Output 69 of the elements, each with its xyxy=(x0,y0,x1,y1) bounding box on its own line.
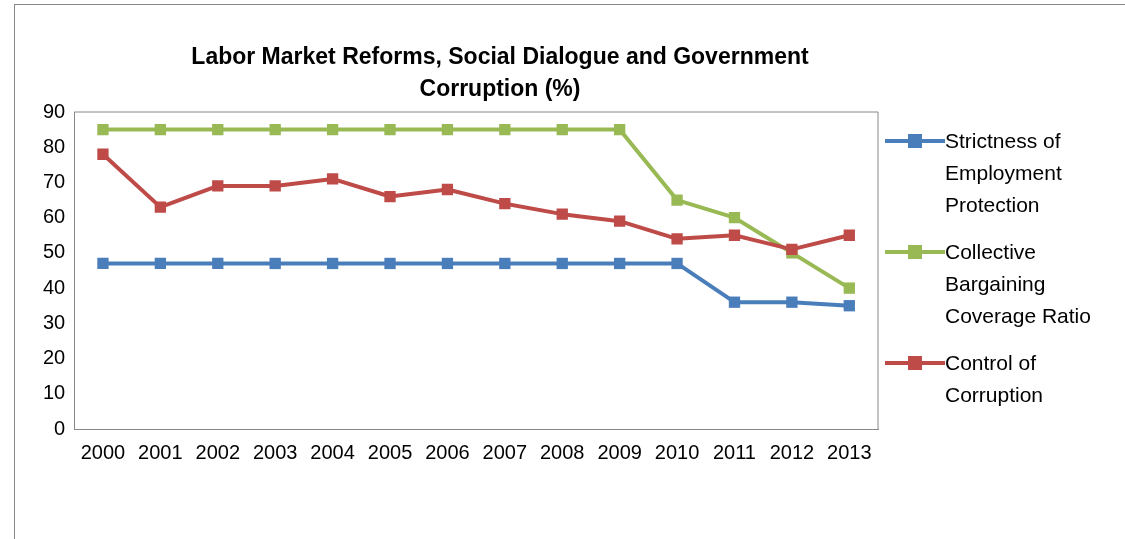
point xyxy=(843,282,855,294)
x-tick-label: 2005 xyxy=(367,440,413,463)
x-tick-label: 2004 xyxy=(310,440,355,463)
point xyxy=(671,194,683,206)
point xyxy=(212,180,224,192)
point xyxy=(499,257,511,270)
x-tick-label: 2008 xyxy=(539,440,585,463)
point xyxy=(154,123,167,136)
y-tick-label: 0 xyxy=(54,416,66,439)
x-tick-label: 2012 xyxy=(769,440,815,463)
point xyxy=(556,123,568,136)
y-tick-label: 20 xyxy=(43,346,66,369)
y-tick-label: 60 xyxy=(43,205,66,228)
point xyxy=(269,180,281,192)
legend-label: Collective Bargaining Coverage Ratio xyxy=(945,239,1092,329)
point xyxy=(97,257,109,270)
point xyxy=(613,123,626,136)
point xyxy=(154,257,167,270)
point xyxy=(556,208,568,220)
chart-title: Labor Market Reforms, Social Dialogue and Government Corruption (%) xyxy=(190,42,810,103)
point xyxy=(326,173,339,185)
point xyxy=(384,190,396,203)
y-tick-label: 70 xyxy=(43,169,66,192)
point xyxy=(269,123,281,136)
legend-label: Control of Corruption xyxy=(945,350,1045,408)
point xyxy=(326,257,339,270)
x-tick-label: 2003 xyxy=(252,440,298,463)
point xyxy=(212,123,224,136)
legend-label: Strictness of Employment Protection xyxy=(945,128,1063,218)
x-tick-label: 2010 xyxy=(654,440,700,463)
point xyxy=(499,123,511,136)
point xyxy=(843,229,855,241)
y-tick-label: 90 xyxy=(43,99,66,122)
point xyxy=(613,257,626,270)
point xyxy=(154,201,167,213)
point xyxy=(384,123,396,136)
x-tick-label: 2001 xyxy=(138,440,183,463)
point xyxy=(212,257,224,270)
point xyxy=(671,257,683,270)
point xyxy=(441,123,454,136)
point xyxy=(728,229,741,241)
x-tick-label: 2009 xyxy=(597,440,642,463)
point xyxy=(671,233,683,245)
point xyxy=(499,197,511,210)
x-tick-label: 2002 xyxy=(195,440,241,463)
x-tick-label: 2013 xyxy=(827,440,872,463)
point xyxy=(441,183,454,196)
x-tick-label: 2000 xyxy=(80,440,126,463)
point xyxy=(613,215,626,227)
y-tick-label: 50 xyxy=(43,240,66,263)
y-tick-label: 10 xyxy=(43,381,66,404)
point xyxy=(97,148,109,160)
point xyxy=(786,296,798,308)
point xyxy=(556,257,568,270)
y-tick-label: 80 xyxy=(43,134,66,157)
point xyxy=(97,123,109,136)
y-tick-label: 40 xyxy=(43,275,66,298)
point xyxy=(786,243,798,256)
x-tick-label: 2007 xyxy=(482,440,528,463)
point xyxy=(843,300,855,312)
y-tick-label: 30 xyxy=(43,310,66,333)
x-tick-label: 2006 xyxy=(425,440,470,463)
x-tick-label: 2011 xyxy=(712,440,756,463)
point xyxy=(441,257,454,270)
point xyxy=(728,212,741,224)
point xyxy=(384,257,396,270)
point xyxy=(269,257,281,270)
point xyxy=(728,296,741,308)
point xyxy=(326,123,339,136)
